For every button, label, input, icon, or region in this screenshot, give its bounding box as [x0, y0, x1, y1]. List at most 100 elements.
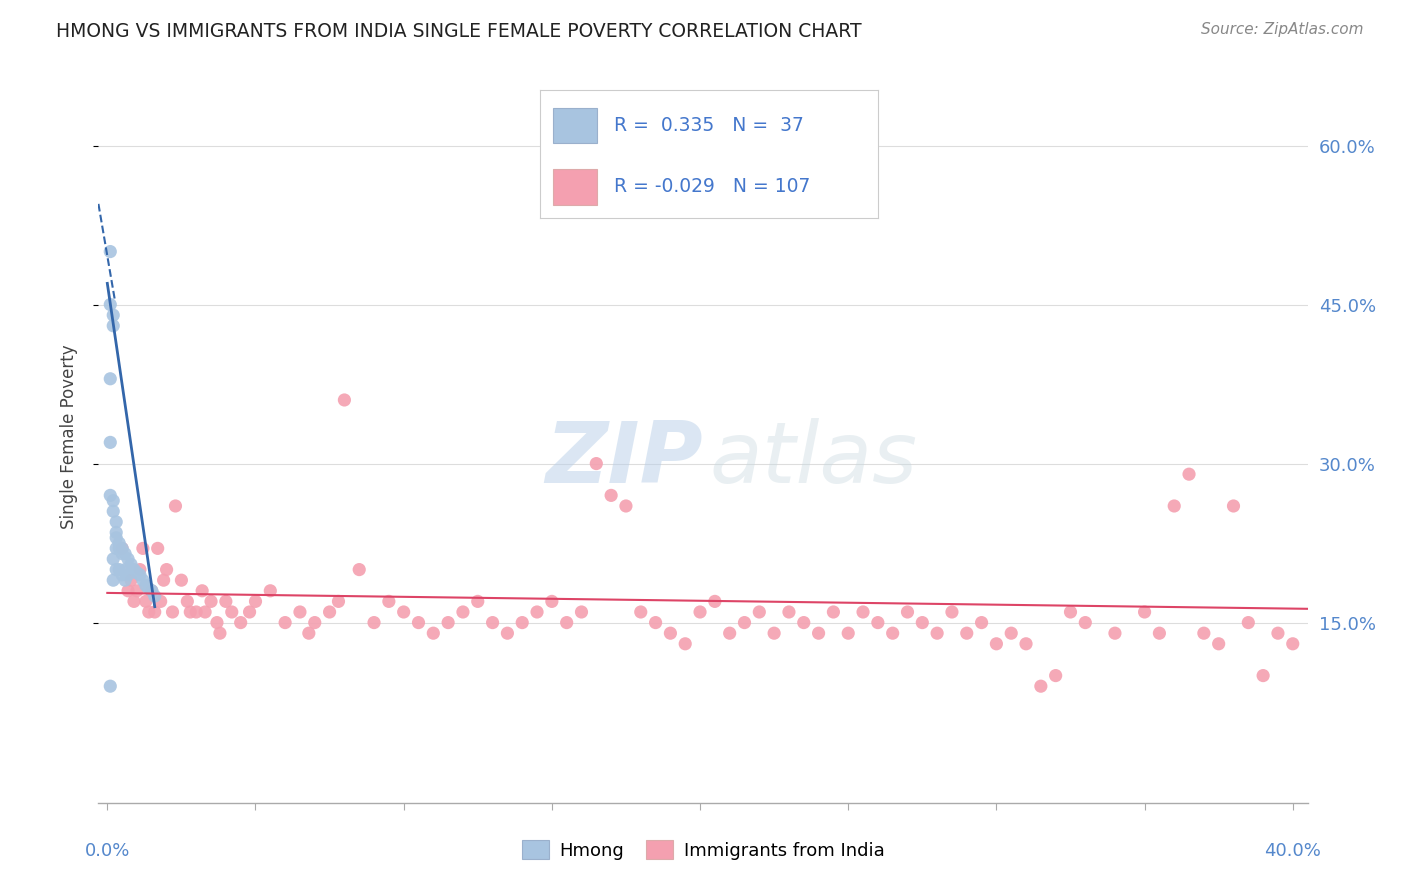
Point — [138, 605, 160, 619]
Point — [585, 457, 607, 471]
Point — [176, 594, 198, 608]
Text: atlas: atlas — [709, 417, 917, 500]
Point — [132, 541, 155, 556]
Point — [555, 615, 578, 630]
Point — [111, 541, 134, 556]
Point — [108, 536, 131, 550]
Point — [108, 563, 131, 577]
Text: 0.0%: 0.0% — [84, 842, 129, 860]
Point — [837, 626, 859, 640]
Point — [318, 605, 340, 619]
Point — [111, 547, 134, 561]
Point — [392, 605, 415, 619]
Point — [1208, 637, 1230, 651]
Point — [734, 615, 756, 630]
Text: ZIP: ZIP — [546, 417, 703, 500]
Point — [239, 605, 262, 619]
Point — [245, 594, 267, 608]
Point — [1192, 626, 1215, 640]
Point — [155, 563, 177, 577]
Point — [1029, 679, 1052, 693]
Point — [179, 605, 201, 619]
Point — [970, 615, 993, 630]
Point — [718, 626, 741, 640]
Point — [852, 605, 875, 619]
Point — [141, 583, 163, 598]
Point — [673, 637, 696, 651]
Point — [200, 594, 222, 608]
Point — [114, 563, 136, 577]
Point — [748, 605, 770, 619]
Point — [186, 605, 208, 619]
Point — [165, 499, 187, 513]
Point — [122, 594, 145, 608]
Point — [510, 615, 533, 630]
Point — [135, 594, 157, 608]
Point — [259, 583, 281, 598]
Point — [1251, 668, 1274, 682]
Point — [1281, 637, 1303, 651]
Point — [98, 488, 121, 502]
Text: HMONG VS IMMIGRANTS FROM INDIA SINGLE FEMALE POVERTY CORRELATION CHART: HMONG VS IMMIGRANTS FROM INDIA SINGLE FE… — [56, 22, 862, 41]
Point — [451, 605, 474, 619]
Legend: Hmong, Immigrants from India: Hmong, Immigrants from India — [515, 833, 891, 867]
Point — [170, 573, 193, 587]
Point — [288, 605, 311, 619]
Point — [1104, 626, 1126, 640]
Point — [111, 567, 134, 582]
Point — [422, 626, 444, 640]
Point — [1149, 626, 1171, 640]
Point — [328, 594, 350, 608]
Point — [194, 605, 217, 619]
Point — [132, 573, 155, 587]
Point — [129, 567, 152, 582]
Point — [98, 679, 121, 693]
Point — [229, 615, 252, 630]
Point — [763, 626, 786, 640]
Point — [105, 525, 128, 540]
Point — [208, 626, 231, 640]
Point — [496, 626, 519, 640]
Point — [304, 615, 326, 630]
Point — [215, 594, 238, 608]
Point — [114, 573, 136, 587]
Point — [111, 541, 134, 556]
Text: 40.0%: 40.0% — [1264, 842, 1322, 860]
Point — [98, 435, 121, 450]
Point — [120, 573, 142, 587]
Point — [108, 541, 131, 556]
Point — [105, 563, 128, 577]
Point — [122, 563, 145, 577]
Point — [191, 583, 214, 598]
Point — [467, 594, 489, 608]
Point — [347, 563, 370, 577]
Point — [600, 488, 623, 502]
Point — [1178, 467, 1201, 482]
Point — [98, 297, 121, 311]
Point — [807, 626, 830, 640]
Point — [614, 499, 637, 513]
Point — [1133, 605, 1156, 619]
Text: Source: ZipAtlas.com: Source: ZipAtlas.com — [1201, 22, 1364, 37]
Point — [105, 531, 128, 545]
Point — [205, 615, 228, 630]
Point — [437, 615, 460, 630]
Point — [540, 594, 562, 608]
Point — [103, 318, 125, 333]
Point — [526, 605, 548, 619]
Point — [1237, 615, 1260, 630]
Point — [117, 552, 139, 566]
Point — [630, 605, 652, 619]
Point — [149, 594, 172, 608]
Point — [114, 547, 136, 561]
Point — [125, 566, 148, 580]
Point — [125, 583, 148, 598]
Point — [152, 573, 174, 587]
Point — [1222, 499, 1244, 513]
Point — [659, 626, 682, 640]
Point — [927, 626, 949, 640]
Point — [103, 504, 125, 518]
Point — [1059, 605, 1081, 619]
Point — [274, 615, 297, 630]
Point — [117, 583, 139, 598]
